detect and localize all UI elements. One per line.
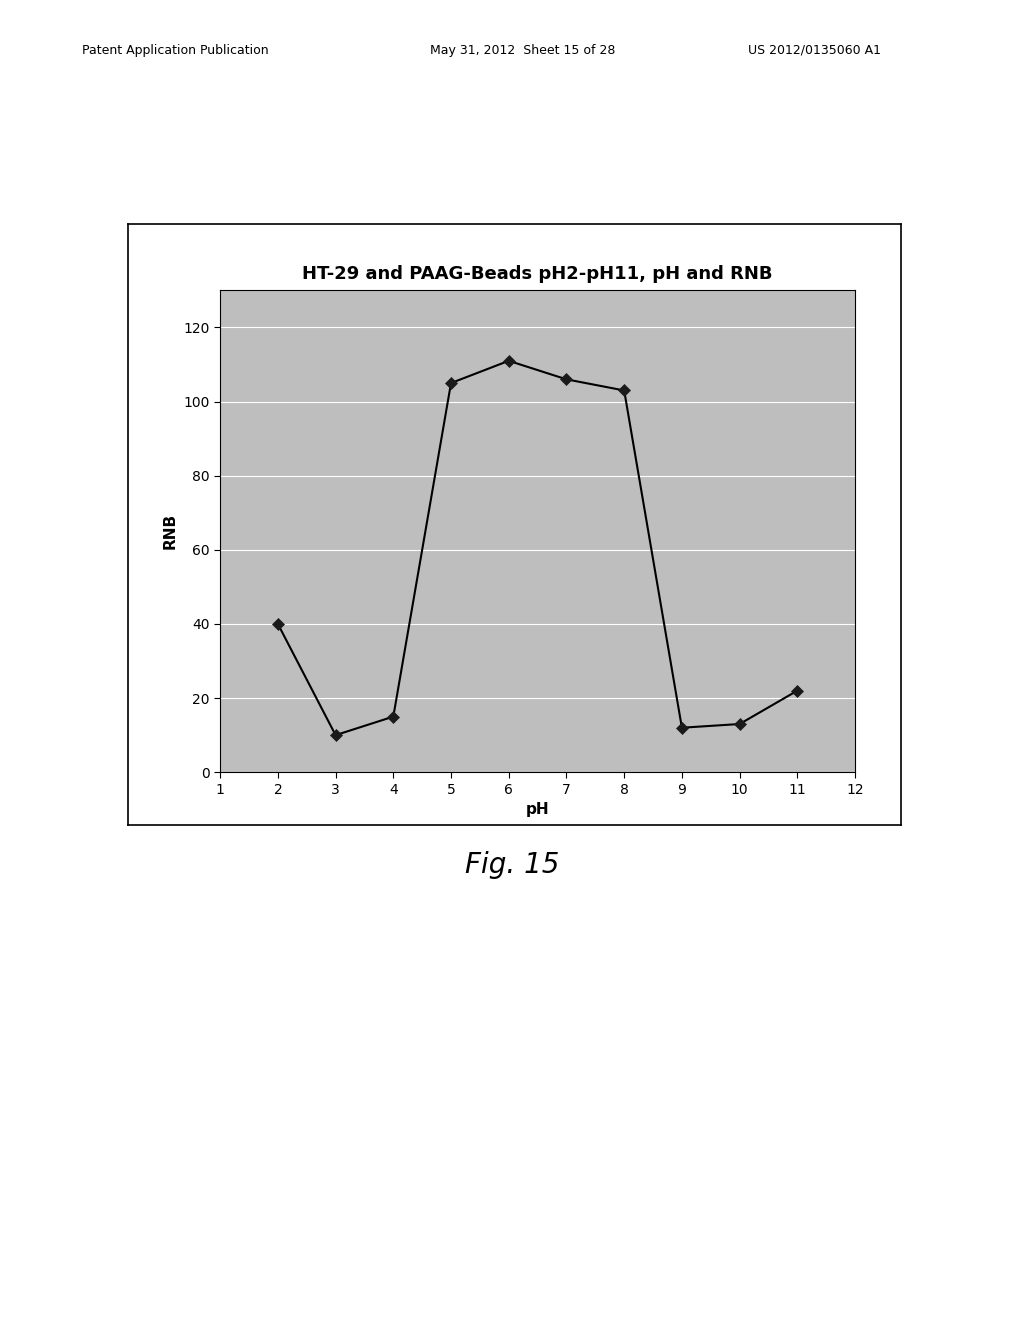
Y-axis label: RNB: RNB xyxy=(163,513,178,549)
Text: Fig. 15: Fig. 15 xyxy=(465,850,559,879)
Text: May 31, 2012  Sheet 15 of 28: May 31, 2012 Sheet 15 of 28 xyxy=(430,44,615,57)
X-axis label: pH: pH xyxy=(525,803,550,817)
Text: Patent Application Publication: Patent Application Publication xyxy=(82,44,268,57)
Title: HT-29 and PAAG-Beads pH2-pH11, pH and RNB: HT-29 and PAAG-Beads pH2-pH11, pH and RN… xyxy=(302,265,773,284)
Text: US 2012/0135060 A1: US 2012/0135060 A1 xyxy=(748,44,881,57)
